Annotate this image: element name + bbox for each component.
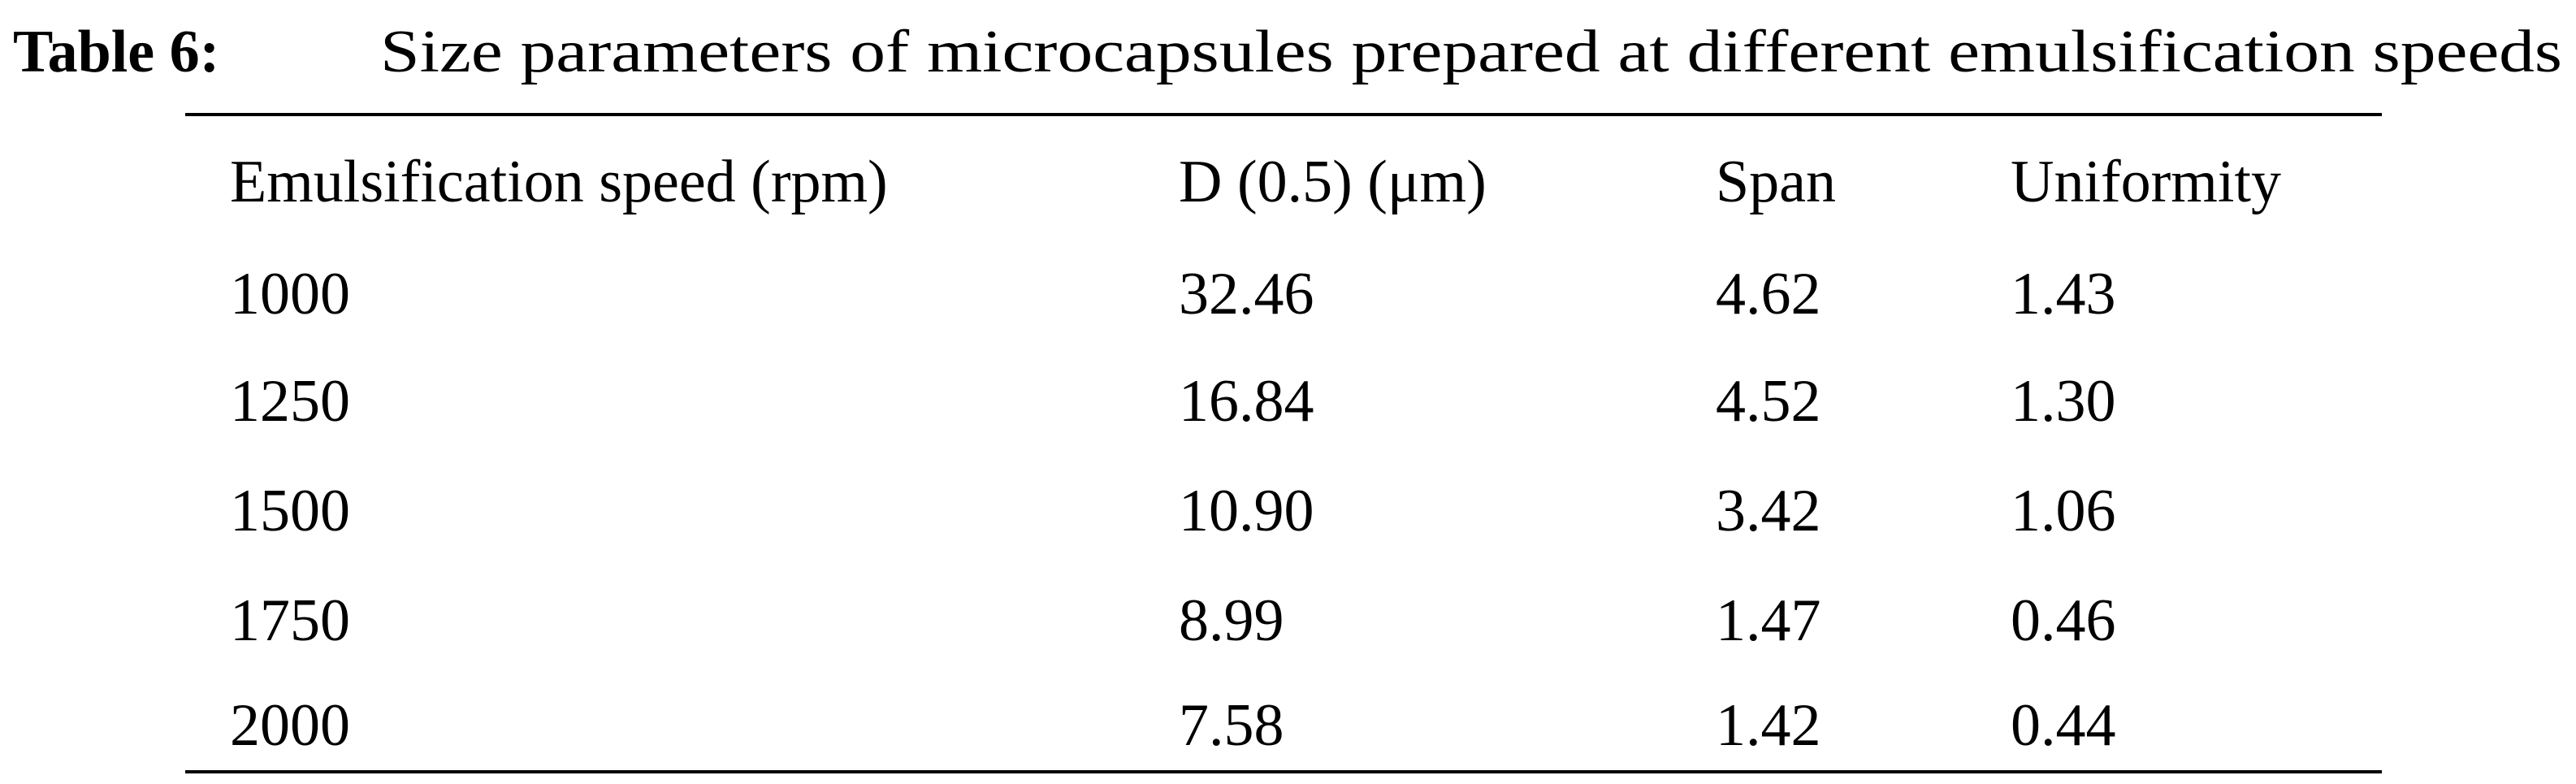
table-cell: 0.44: [2011, 692, 2116, 759]
header-cell: Emulsification speed (rpm): [230, 149, 888, 215]
table-cell: 10.90: [1179, 478, 1314, 544]
table-cell: 1500: [230, 478, 350, 544]
table-cell: 7.58: [1179, 692, 1284, 759]
table-cell: 1750: [230, 587, 350, 654]
table-cell: 4.62: [1716, 261, 1821, 327]
caption-text: Size parameters of microcapsules prepare…: [380, 19, 2562, 85]
table-cell: 1000: [230, 261, 350, 327]
table-cell: 1.47: [1716, 587, 1821, 654]
caption-label: Table 6:: [13, 19, 219, 85]
table-cell: 1.43: [2011, 261, 2116, 327]
table-cell: 4.52: [1716, 368, 1821, 435]
table-cell: 3.42: [1716, 478, 1821, 544]
header-cell: Uniformity: [2011, 149, 2281, 215]
table-cell: 8.99: [1179, 587, 1284, 654]
table-cell: 0.46: [2011, 587, 2116, 654]
table-cell: 1.30: [2011, 368, 2116, 435]
header-cell: D (0.5) (μm): [1179, 149, 1487, 215]
header-cell: Span: [1716, 149, 1836, 215]
table-cell: 1.06: [2011, 478, 2116, 544]
table-cell: 1.42: [1716, 692, 1821, 759]
table-cell: 16.84: [1179, 368, 1314, 435]
table-cell: 1250: [230, 368, 350, 435]
table-cell: 2000: [230, 692, 350, 759]
table-cell: 32.46: [1179, 261, 1314, 327]
